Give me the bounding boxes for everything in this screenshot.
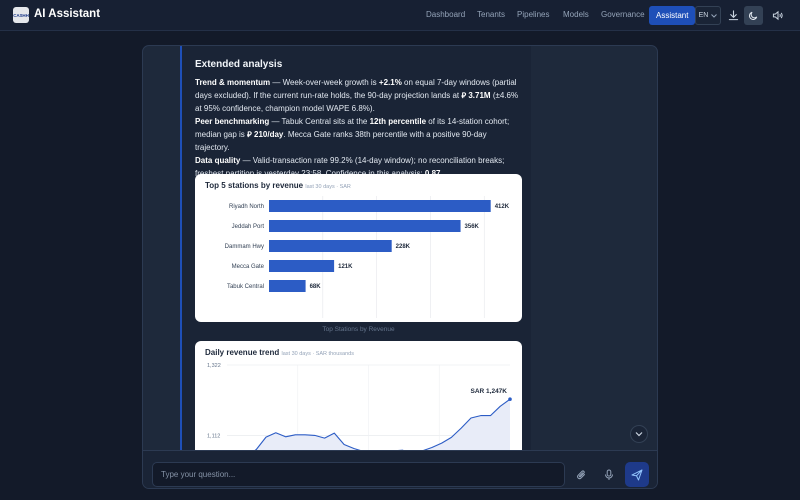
paragraph-text: (±4.6% at 95% confidence, champion model… xyxy=(195,91,519,113)
message-body: Trend & momentum — Week-over-week growth… xyxy=(195,76,522,180)
category-label: Jeddah Port xyxy=(232,224,265,230)
paragraph-lead: Trend & momentum xyxy=(195,78,271,87)
download-icon xyxy=(728,10,739,21)
attach-button[interactable] xyxy=(569,462,593,487)
nav-models[interactable]: Models xyxy=(563,10,589,19)
theme-toggle-button[interactable] xyxy=(744,6,763,25)
line-chart: 1,322 1,112 SAR 1,247K xyxy=(207,363,512,450)
assistant-message: Extended analysis Trend & momentum — Wee… xyxy=(180,46,531,450)
paragraph-text: . Mecca Gate ranks 38th percentile with … xyxy=(195,130,487,152)
send-icon xyxy=(631,469,643,480)
top-bar: CASHH AI Assistant Dashboard Tenants Pip… xyxy=(0,0,800,31)
bar xyxy=(269,280,306,292)
value-label: 228K xyxy=(396,244,411,250)
message-paragraph: Trend & momentum — Week-over-week growth… xyxy=(195,76,522,115)
value-label: 412K xyxy=(495,204,510,210)
line-chart-title: Daily revenue trend last 30 days · SAR t… xyxy=(205,348,354,357)
nav-pipelines[interactable]: Pipelines xyxy=(517,10,550,19)
bar xyxy=(269,200,491,212)
message-paragraph: Data quality — Valid-transaction rate 99… xyxy=(195,154,522,180)
bar-chart-card: Top 5 stations by revenue last 30 days ·… xyxy=(195,174,522,322)
line-chart-card: Daily revenue trend last 30 days · SAR t… xyxy=(195,341,522,450)
end-label: SAR 1,247K xyxy=(471,388,508,395)
scroll-down-button[interactable] xyxy=(630,425,648,443)
end-point xyxy=(508,397,512,402)
y-tick-label: 1,322 xyxy=(207,363,221,369)
paragraph-text: of its 14-station cohort; median gap is xyxy=(195,117,510,139)
bar xyxy=(269,260,335,272)
category-label: Riyadh North xyxy=(229,204,264,210)
message-heading: Extended analysis xyxy=(195,59,283,70)
category-label: Dammam Hwy xyxy=(225,244,264,250)
emphasis-text: +2.1% xyxy=(378,78,402,87)
y-tick-label: 1,112 xyxy=(207,433,220,439)
nav-dashboard[interactable]: Dashboard xyxy=(426,10,466,19)
paperclip-icon xyxy=(576,469,585,479)
category-label: Tabuk Central xyxy=(227,284,264,290)
moon-icon xyxy=(749,11,758,20)
language-select[interactable]: EN xyxy=(695,6,721,25)
area-fill xyxy=(255,399,510,450)
bar xyxy=(269,240,392,252)
nav-governance[interactable]: Governance xyxy=(601,10,645,19)
paragraph-text: on equal 7-day windows (partial days exc… xyxy=(195,78,517,100)
bar-chart: Riyadh North 412K Jeddah Port 356K Dammam Hw… xyxy=(225,196,510,318)
paragraph-text: — Valid-transaction rate 99.2% (14-day w… xyxy=(195,156,505,178)
emphasis-text: 12th percentile xyxy=(369,117,427,126)
nav-assistant[interactable]: Assistant xyxy=(649,6,696,25)
paragraph-lead: Peer benchmarking xyxy=(195,117,270,126)
value-label: 68K xyxy=(310,284,322,290)
message-paragraph: Peer benchmarking — Tabuk Central sits a… xyxy=(195,115,522,154)
sound-button[interactable] xyxy=(768,6,787,25)
question-input[interactable] xyxy=(152,462,565,487)
bar-chart-caption: Top Stations by Revenue xyxy=(322,326,395,333)
app-title: AI Assistant xyxy=(34,8,101,20)
paragraph-lead: Data quality xyxy=(195,156,241,165)
value-label: 356K xyxy=(465,224,480,230)
microphone-button[interactable] xyxy=(597,462,621,487)
send-button[interactable] xyxy=(625,462,649,487)
bar-chart-title: Top 5 stations by revenue last 30 days ·… xyxy=(205,181,351,190)
app-logo[interactable]: CASHH xyxy=(13,7,29,23)
composer xyxy=(143,450,657,488)
speaker-icon xyxy=(772,10,783,21)
emphasis-text: ⃁ 3.71M xyxy=(461,91,491,100)
chevron-down-icon xyxy=(635,432,643,437)
paragraph-text: — Week-over-week growth is xyxy=(270,78,379,87)
bar xyxy=(269,220,461,232)
category-label: Mecca Gate xyxy=(232,264,265,270)
chevron-down-icon xyxy=(711,13,718,18)
value-label: 121K xyxy=(338,264,353,270)
emphasis-text: 0.87 xyxy=(425,169,441,178)
nav-tenants[interactable]: Tenants xyxy=(477,10,506,19)
bar-chart-subtitle: last 30 days · SAR xyxy=(305,184,351,190)
microphone-icon xyxy=(605,469,613,480)
line-chart-subtitle: last 30 days · SAR thousands xyxy=(281,351,354,357)
emphasis-text: ⃁ 210/day xyxy=(247,130,284,139)
download-button[interactable] xyxy=(724,6,743,25)
paragraph-text: — Tabuk Central sits at the xyxy=(269,117,370,126)
series-line xyxy=(254,398,511,450)
paragraph-text: . xyxy=(440,169,442,178)
chat-panel: Extended analysis Trend & momentum — Wee… xyxy=(142,45,658,489)
language-value: EN xyxy=(698,12,709,19)
